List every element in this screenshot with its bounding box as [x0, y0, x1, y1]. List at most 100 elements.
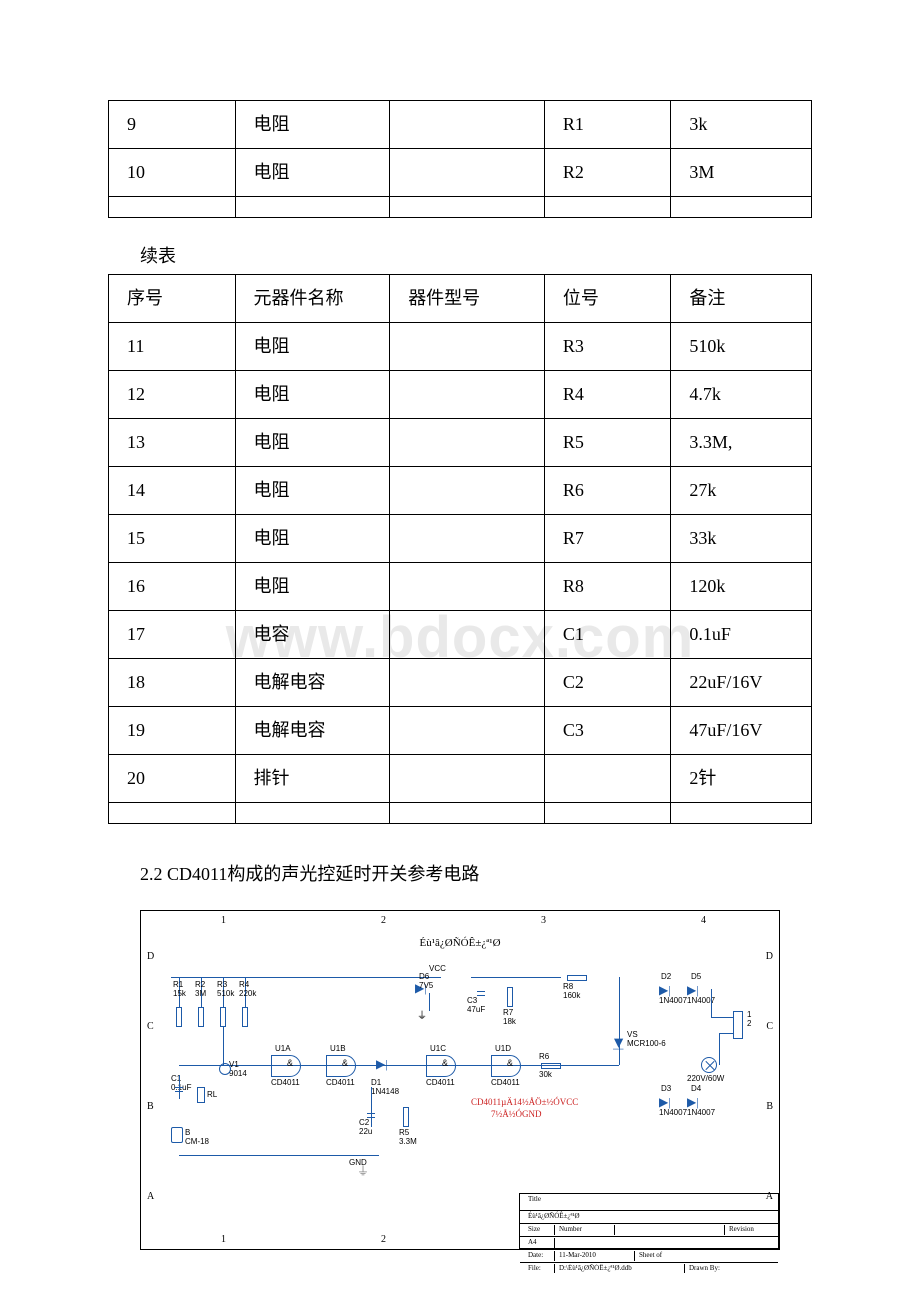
u1a-label: U1A [275, 1045, 291, 1054]
cell [390, 707, 545, 755]
resistor-icon [403, 1107, 409, 1127]
cell [390, 101, 545, 149]
r5-label: R5 3.3M [399, 1129, 417, 1147]
cell: 2针 [671, 755, 812, 803]
cell: 47uF/16V [671, 707, 812, 755]
table-row: 20排针2针 [109, 755, 812, 803]
table-row: 17电容C10.1uF [109, 611, 812, 659]
cell: 18 [109, 659, 236, 707]
cell: C3 [544, 707, 671, 755]
cell: 电阻 [235, 467, 390, 515]
gate-symbol: & [287, 1059, 293, 1069]
r3-label: R3 510k [217, 981, 234, 999]
zone-letter: B [766, 1101, 773, 1112]
cell: 15 [109, 515, 236, 563]
tb-rev-label: Revision [724, 1225, 774, 1235]
wire [719, 1033, 733, 1034]
cell: R8 [544, 563, 671, 611]
cell: 电容 [235, 611, 390, 659]
d3-note: 1N4007 [659, 1109, 687, 1118]
wire [179, 1155, 379, 1156]
table-row: 10 电阻 R2 3M [109, 149, 812, 197]
cell: 3k [671, 101, 812, 149]
gnd-icon: ⏚ [417, 1011, 427, 1022]
cell: 电解电容 [235, 659, 390, 707]
bulb-icon [701, 1057, 717, 1073]
tb-drawn: Drawn By: [684, 1264, 774, 1273]
diode-icon: ▶| [376, 1057, 388, 1072]
table-row: 9 电阻 R1 3k [109, 101, 812, 149]
tb-size-label: Size [524, 1225, 554, 1235]
tb-title-label: Title [524, 1195, 564, 1209]
cell [390, 611, 545, 659]
header-cell: 备注 [671, 275, 812, 323]
photoresistor-icon [197, 1087, 205, 1103]
cap-plate [175, 1091, 183, 1092]
cell [390, 149, 545, 197]
table-row: 12电阻R44.7k [109, 371, 812, 419]
gate-symbol: & [507, 1059, 513, 1069]
resistor-icon [220, 1007, 226, 1027]
resistor-icon [198, 1007, 204, 1027]
r6-label: R6 [539, 1053, 549, 1062]
d1-label: D1 1N4148 [371, 1079, 399, 1097]
tb-date-value: 11-Mar-2010 [554, 1251, 634, 1261]
bulb-label: 220V/60W [687, 1075, 724, 1084]
cell: 27k [671, 467, 812, 515]
wire [711, 989, 712, 1017]
resistor-icon [567, 975, 587, 981]
mic-icon [171, 1127, 183, 1143]
cell: 电阻 [235, 515, 390, 563]
table-row: 15电阻R733k [109, 515, 812, 563]
r6-val: 30k [539, 1071, 552, 1080]
cell [544, 197, 671, 218]
zone-num: 1 [221, 915, 226, 926]
table-row: 11电阻R3510k [109, 323, 812, 371]
cell: 9 [109, 101, 236, 149]
cell: 3.3M, [671, 419, 812, 467]
d5-label: D5 [691, 973, 701, 982]
gnd-icon: ⏚ [357, 1165, 369, 1178]
mic-label: B CM-18 [185, 1129, 209, 1147]
cell: R5 [544, 419, 671, 467]
cell [235, 803, 390, 824]
nand-gate-icon [326, 1055, 356, 1077]
nand-gate-icon [491, 1055, 521, 1077]
table-row: 16电阻R8120k [109, 563, 812, 611]
cell: 13 [109, 419, 236, 467]
table-row: 19电解电容C347uF/16V [109, 707, 812, 755]
wire [719, 1033, 720, 1065]
table-row [109, 803, 812, 824]
zone-num: 2 [381, 915, 386, 926]
cell [390, 371, 545, 419]
tb-date-label: Date: [524, 1251, 554, 1261]
resistor-icon [176, 1007, 182, 1027]
cell [544, 803, 671, 824]
cell [390, 419, 545, 467]
zone-num: 3 [541, 915, 546, 926]
wire [471, 977, 561, 978]
tb-sheet: Sheet of [634, 1251, 774, 1261]
d6-label: D6 7V5 [419, 973, 433, 991]
cell: C2 [544, 659, 671, 707]
cap-plate [367, 1113, 375, 1114]
cell: 16 [109, 563, 236, 611]
d4-label: D4 [691, 1085, 701, 1094]
resistor-icon [541, 1063, 561, 1069]
cell [671, 803, 812, 824]
wire [619, 977, 620, 1065]
rl-label: RL [207, 1091, 217, 1100]
cell: R6 [544, 467, 671, 515]
v1-label: V1 9014 [229, 1061, 247, 1079]
cell [235, 197, 390, 218]
r7-label: R7 18k [503, 1009, 516, 1027]
cell: 33k [671, 515, 812, 563]
cell: C1 [544, 611, 671, 659]
cd4011-label: CD4011 [426, 1079, 455, 1088]
zone-letter: C [147, 1021, 154, 1032]
cell: R1 [544, 101, 671, 149]
wire [711, 1017, 733, 1018]
cell: R3 [544, 323, 671, 371]
cell: 排针 [235, 755, 390, 803]
nand-gate-icon [271, 1055, 301, 1077]
